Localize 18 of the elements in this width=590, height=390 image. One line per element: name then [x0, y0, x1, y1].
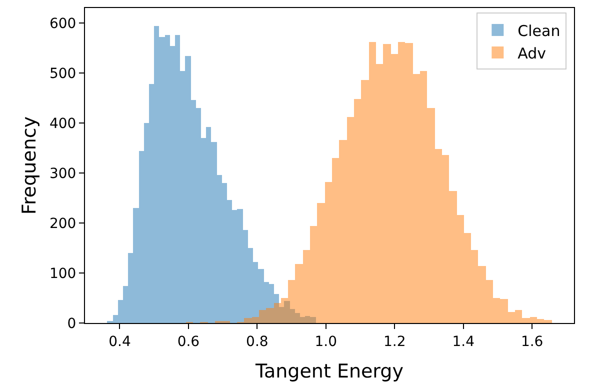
y-tick-label: 100 — [49, 266, 76, 282]
x-tick-label: 0.6 — [177, 334, 200, 350]
x-tick-label: 1.6 — [520, 334, 544, 350]
y-tick-label: 500 — [49, 66, 76, 82]
y-tick-label: 0 — [67, 316, 76, 332]
x-axis-title: Tangent Energy — [254, 360, 404, 383]
y-axis-title: Frequency — [18, 116, 40, 215]
x-tick-label: 0.8 — [246, 334, 268, 350]
x-tick-label: 0.4 — [108, 334, 131, 350]
x-tick-label: 1.4 — [452, 334, 475, 350]
legend-label: Adv — [518, 44, 546, 62]
y-tick-label: 200 — [49, 216, 76, 232]
legend-label: Clean — [518, 22, 560, 40]
y-tick-label: 400 — [49, 116, 76, 132]
y-tick-label: 600 — [49, 16, 76, 32]
x-tick-label: 1.0 — [314, 334, 338, 350]
y-tick-label: 300 — [49, 166, 76, 182]
x-tick-label: 1.2 — [383, 334, 406, 350]
